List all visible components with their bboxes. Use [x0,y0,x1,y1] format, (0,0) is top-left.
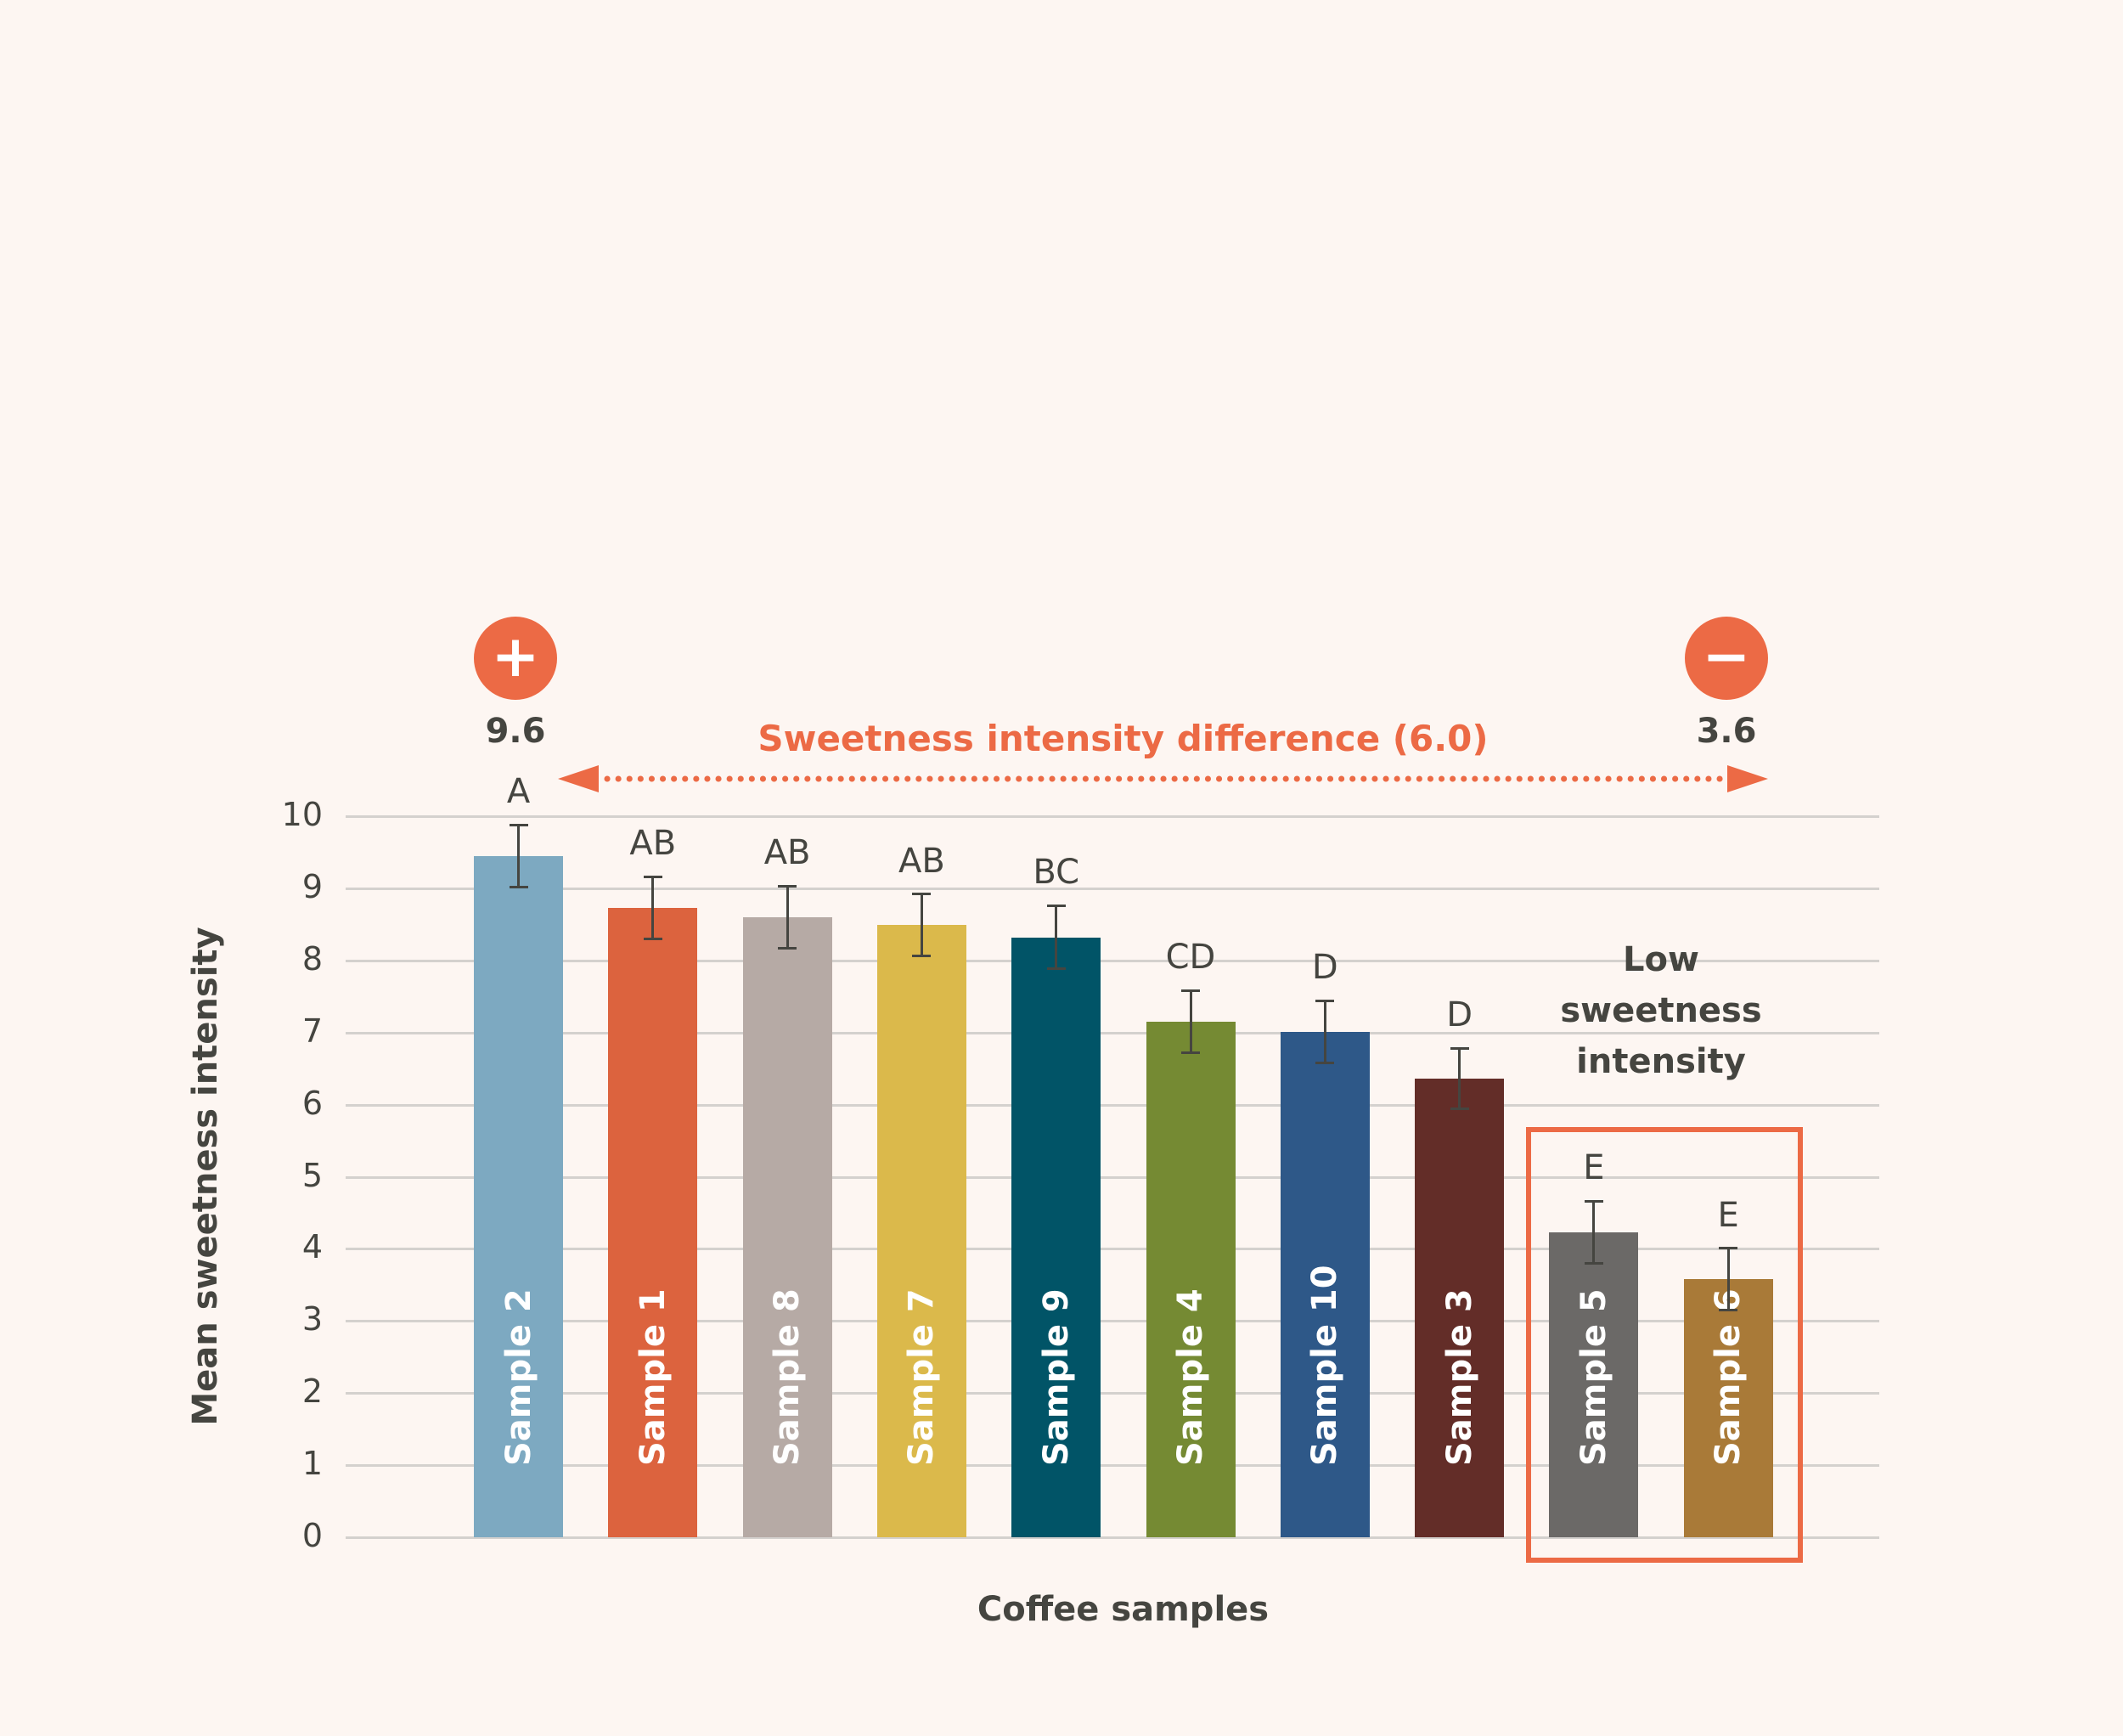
bar: Sample 4 [1146,1021,1236,1537]
error-bar-cap [912,955,932,958]
low-label-line1: Low [1623,940,1699,979]
y-tick-label: 1 [301,1445,323,1483]
gridline [346,887,1879,890]
error-bar [1726,1248,1730,1310]
bar-label: Sample 1 [633,1288,673,1466]
gridline [346,1031,1879,1034]
significance-letter: CD [1165,938,1216,978]
error-bar-cap [643,937,662,940]
minus-icon: − [1685,617,1768,700]
y-tick-label: 3 [301,1300,323,1339]
gridline [346,815,1879,818]
error-bar [651,876,655,939]
bar: Sample 9 [1011,937,1101,1537]
error-bar-cap [912,893,932,896]
y-tick-label: 4 [301,1228,323,1266]
bar: Sample 8 [742,916,832,1537]
significance-letter: D [1446,995,1473,1035]
error-bar [920,893,923,956]
y-tick-label: 5 [301,1156,323,1194]
significance-letter: BC [1033,853,1080,893]
bar: Sample 1 [608,907,698,1537]
error-bar-cap [1315,999,1335,1002]
significance-letter: D [1311,948,1338,988]
y-tick-label: 8 [301,939,323,978]
error-bar [786,886,789,949]
gridline [346,959,1879,962]
bar-label: Sample 9 [1036,1288,1076,1466]
low-label-line3: intensity [1576,1042,1746,1081]
gridline [346,1175,1879,1179]
error-bar [1323,1000,1326,1063]
low-label-line2: sweetness [1560,991,1762,1030]
error-bar-cap [1181,989,1200,992]
error-bar [1592,1201,1596,1264]
y-tick-label: 0 [301,1517,323,1554]
significance-letter: AB [898,841,945,881]
low-sweetness-highlight-box [1526,1127,1803,1563]
error-bar-cap [1719,1309,1738,1312]
x-axis-title: Coffee samples [977,1590,1270,1629]
bar: Sample 5 [1549,1232,1639,1537]
error-bar-cap [1584,1261,1603,1265]
y-axis-title: Mean sweetness intensity [186,927,225,1426]
max-value-label: 9.6 [485,712,546,751]
error-bar-cap [1719,1247,1738,1250]
error-bar-cap [643,875,662,878]
bar-label: Sample 4 [1171,1288,1210,1466]
significance-letter: E [1717,1195,1739,1235]
error-bar-cap [778,946,797,950]
difference-arrow [558,765,1768,792]
low-sweetness-label: Low sweetness intensity [1534,934,1788,1087]
significance-letter: AB [629,824,677,864]
significance-letter: A [506,772,531,812]
error-bar-cap [1450,1046,1469,1050]
error-bar [517,825,520,888]
bar: Sample 3 [1415,1079,1505,1537]
bar: Sample 6 [1683,1279,1773,1537]
plus-icon: + [474,617,557,700]
y-tick-label: 6 [301,1084,323,1122]
error-bar-cap [1181,1051,1200,1054]
error-bar [1189,990,1192,1053]
gridline [346,1103,1879,1107]
y-tick-label: 10 [281,796,323,833]
error-bar-cap [509,823,528,826]
gridline [346,1464,1879,1468]
bar: Sample 2 [474,855,563,1537]
error-bar-cap [1315,1061,1335,1064]
error-bar-cap [1450,1108,1469,1111]
gridline [346,1536,1879,1539]
gridline [346,1392,1879,1395]
y-tick-label: 9 [301,867,323,905]
bar-label: Sample 2 [498,1288,538,1466]
min-value-label: 3.6 [1696,712,1757,751]
error-bar-cap [1584,1199,1603,1203]
difference-title: Sweetness intensity difference (6.0) [757,718,1489,759]
bar-label: Sample 3 [1439,1288,1479,1466]
bar: Sample 7 [876,925,966,1537]
bar-label: Sample 10 [1305,1265,1345,1466]
error-bar-cap [1046,967,1066,971]
gridline [346,1320,1879,1323]
gridline [346,1248,1879,1251]
error-bar-cap [778,884,797,888]
bar-label: Sample 8 [768,1288,808,1466]
error-bar-cap [1046,904,1066,907]
significance-letter: AB [763,833,811,873]
error-bar [1458,1048,1461,1109]
bar-label: Sample 7 [902,1288,942,1466]
y-tick-label: 7 [301,1012,323,1050]
significance-letter: E [1583,1148,1605,1188]
y-tick-label: 2 [301,1372,323,1411]
error-bar [1055,905,1058,969]
bar: Sample 10 [1280,1031,1370,1537]
error-bar-cap [509,885,528,888]
